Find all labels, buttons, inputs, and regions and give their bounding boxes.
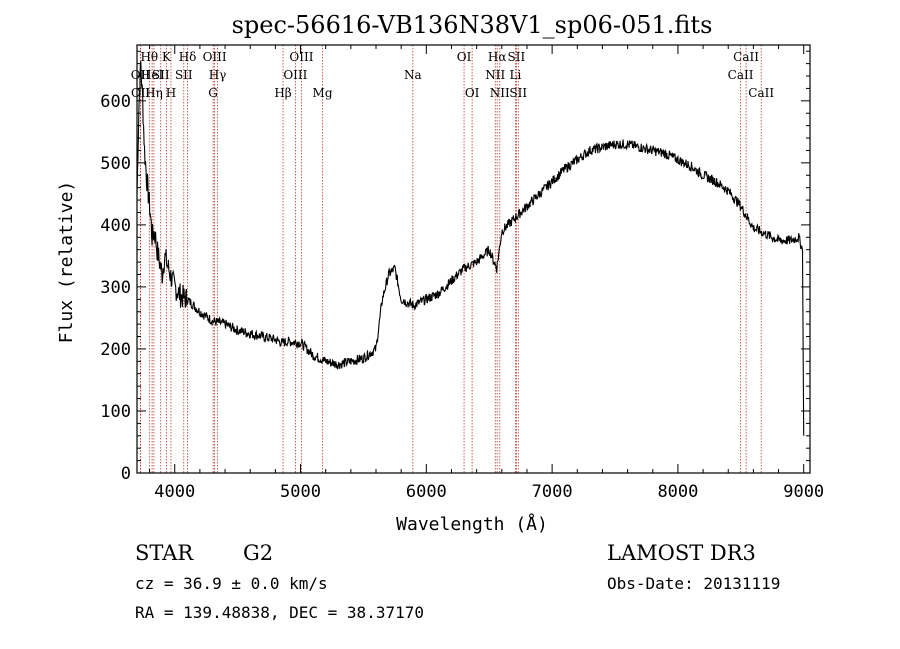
line-marker-label: CaII	[748, 86, 774, 100]
spectrum-line	[136, 61, 805, 436]
y-axis-ticks: 0 100 200 300 400 500 600	[100, 50, 810, 484]
line-marker-label: CaII	[733, 50, 759, 64]
line-marker-label: Hα	[488, 50, 507, 64]
obs-date: Obs-Date: 20131119	[607, 574, 780, 593]
line-marker-label: OI	[457, 50, 472, 64]
object-class: STAR	[135, 541, 194, 565]
x-tick-label: 4000	[154, 482, 195, 502]
line-marker-label: Hγ	[209, 68, 227, 82]
coordinates: RA = 139.48838, DEC = 38.37170	[135, 603, 424, 622]
x-axis-ticks: 4000 5000 6000 7000 8000 9000	[149, 45, 824, 502]
line-marker-label: OIII	[283, 68, 307, 82]
line-marker-label: SII	[509, 86, 527, 100]
line-markers	[139, 45, 762, 473]
line-marker-label: OII	[131, 86, 151, 100]
line-marker-label: NII	[490, 86, 510, 100]
line-marker-label: H	[166, 86, 176, 100]
y-tick-label: 600	[100, 92, 131, 112]
y-tick-label: 200	[100, 340, 131, 360]
x-axis-label: Wavelength (Å)	[396, 513, 548, 535]
y-tick-label: 500	[100, 154, 131, 174]
line-marker-label: OI	[465, 86, 480, 100]
line-marker-label: Mg	[313, 86, 333, 100]
line-marker-label: Hβ	[274, 86, 291, 100]
x-tick-label: 6000	[406, 482, 447, 502]
x-tick-label: 7000	[532, 482, 573, 502]
line-marker-label: Li	[509, 68, 521, 82]
plot-frame	[136, 44, 811, 474]
line-marker-label: SII	[175, 68, 193, 82]
line-marker-label: SII	[152, 68, 170, 82]
y-tick-label: 400	[100, 216, 131, 236]
line-marker-label: OIII	[203, 50, 227, 64]
y-tick-label: 0	[121, 464, 131, 484]
line-marker-label: CaII	[728, 68, 754, 82]
y-tick-label: 300	[100, 278, 131, 298]
line-marker-label: G	[208, 86, 218, 100]
line-marker-label: Na	[404, 68, 422, 82]
x-tick-label: 8000	[657, 482, 698, 502]
line-marker-label: K	[162, 50, 172, 64]
object-subclass: G2	[243, 541, 273, 565]
line-marker-label: OIII	[289, 50, 313, 64]
redshift-info: cz = 36.9 ± 0.0 km/s	[135, 574, 328, 593]
x-tick-label: 5000	[280, 482, 321, 502]
line-marker-label: HeI	[141, 68, 164, 82]
line-marker-label: Hδ	[179, 50, 197, 64]
chart-title: spec-56616-VB136N38V1_sp06-051.fits	[232, 11, 713, 39]
y-tick-label: 100	[100, 402, 131, 422]
line-marker-label: Hθ	[140, 50, 158, 64]
survey-name: LAMOST DR3	[607, 541, 756, 565]
line-marker-label: SII	[508, 50, 526, 64]
y-axis-label: Flux (relative)	[56, 181, 77, 344]
line-marker-label: NII	[485, 68, 505, 82]
x-tick-label: 9000	[783, 482, 824, 502]
line-marker-label: Hη	[145, 86, 163, 100]
